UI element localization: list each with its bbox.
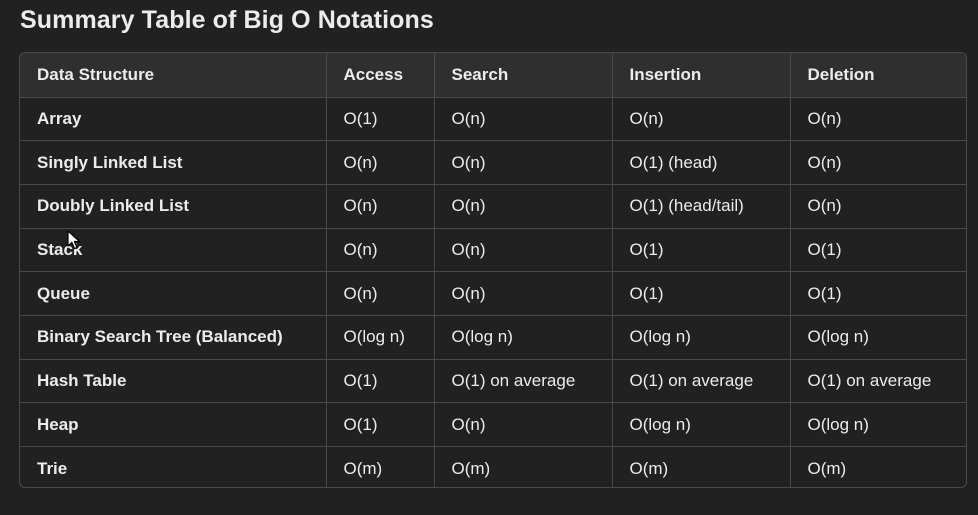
table-header-row: Data Structure Access Search Insertion D…	[20, 53, 966, 98]
cell-search: O(n)	[434, 402, 613, 447]
cell-search: O(log n)	[434, 315, 613, 360]
cell-deletion: O(log n)	[790, 402, 966, 447]
big-o-table: Data Structure Access Search Insertion D…	[20, 53, 966, 487]
big-o-table-container: Data Structure Access Search Insertion D…	[19, 52, 967, 488]
cell-deletion: O(n)	[790, 140, 966, 185]
cell-access: O(m)	[326, 446, 435, 487]
table-row: Doubly Linked List O(n) O(n) O(1) (head/…	[20, 184, 966, 229]
cell-access: O(1)	[326, 402, 435, 447]
column-header-data-structure: Data Structure	[20, 53, 327, 98]
cell-search: O(n)	[434, 140, 613, 185]
cell-deletion: O(n)	[790, 184, 966, 229]
cell-access: O(1)	[326, 359, 435, 404]
cell-deletion: O(1)	[790, 228, 966, 273]
cell-insertion: O(1) on average	[612, 359, 791, 404]
row-structure-name: Stack	[20, 228, 327, 273]
row-structure-name: Doubly Linked List	[20, 184, 327, 229]
row-structure-name: Hash Table	[20, 359, 327, 404]
table-row: Trie O(m) O(m) O(m) O(m)	[20, 446, 966, 487]
cell-search: O(n)	[434, 97, 613, 142]
table-row: Array O(1) O(n) O(n) O(n)	[20, 97, 966, 142]
cell-search: O(n)	[434, 184, 613, 229]
cell-access: O(log n)	[326, 315, 435, 360]
row-structure-name: Array	[20, 97, 327, 142]
cell-deletion: O(1) on average	[790, 359, 966, 404]
cell-insertion: O(log n)	[612, 315, 791, 360]
cell-insertion: O(1) (head/tail)	[612, 184, 791, 229]
cell-insertion: O(1)	[612, 271, 791, 316]
table-row: Heap O(1) O(n) O(log n) O(log n)	[20, 402, 966, 447]
column-header-access: Access	[326, 53, 435, 98]
cell-deletion: O(1)	[790, 271, 966, 316]
cell-deletion: O(n)	[790, 97, 966, 142]
row-structure-name: Trie	[20, 446, 327, 487]
cell-insertion: O(m)	[612, 446, 791, 487]
cell-insertion: O(1) (head)	[612, 140, 791, 185]
row-structure-name: Queue	[20, 271, 327, 316]
cell-deletion: O(m)	[807, 458, 847, 478]
table-row: Binary Search Tree (Balanced) O(log n) O…	[20, 315, 966, 360]
cell-access: O(n)	[326, 271, 435, 316]
table-row: Singly Linked List O(n) O(n) O(1) (head)…	[20, 140, 966, 185]
cell-access: O(1)	[326, 97, 435, 142]
row-structure-name: Heap	[20, 402, 327, 447]
page-title: Summary Table of Big O Notations	[20, 6, 434, 34]
table-row: Hash Table O(1) O(1) on average O(1) on …	[20, 359, 966, 404]
cell-search: O(n)	[434, 228, 613, 273]
row-structure-name: Singly Linked List	[20, 140, 327, 185]
table-row: Stack O(n) O(n) O(1) O(1)	[20, 228, 966, 273]
row-structure-name: Binary Search Tree (Balanced)	[20, 315, 327, 360]
column-header-search: Search	[434, 53, 613, 98]
cell-search: O(m)	[434, 446, 613, 487]
cell-search: O(1) on average	[434, 359, 613, 404]
column-header-deletion: Deletion	[790, 53, 966, 98]
cell-access: O(n)	[326, 228, 435, 273]
column-header-insertion: Insertion	[612, 53, 791, 98]
cell-insertion: O(n)	[612, 97, 791, 142]
cell-access: O(n)	[326, 184, 435, 229]
cell-insertion: O(log n)	[612, 402, 791, 447]
mouse-pointer-icon	[67, 230, 81, 250]
cell-insertion: O(1)	[612, 228, 791, 273]
cell-deletion: O(log n)	[790, 315, 966, 360]
table-row: Queue O(n) O(n) O(1) O(1)	[20, 271, 966, 316]
cell-access: O(n)	[326, 140, 435, 185]
cell-search: O(n)	[434, 271, 613, 316]
